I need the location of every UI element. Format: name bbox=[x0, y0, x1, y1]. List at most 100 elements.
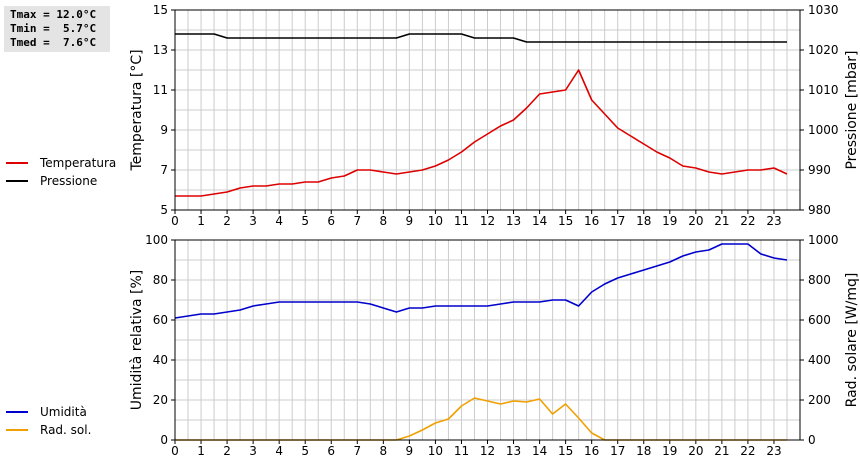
legend-top: Temperatura Pressione bbox=[6, 154, 116, 190]
x-tick-label: 2 bbox=[223, 214, 231, 228]
series-line-temperatura bbox=[175, 69, 788, 197]
x-tick-label: 18 bbox=[636, 444, 651, 458]
x-tick-label: 0 bbox=[171, 444, 179, 458]
y-tick-label: 60 bbox=[153, 313, 168, 327]
x-tick-label: 4 bbox=[275, 444, 283, 458]
legend-swatch-temperature bbox=[6, 162, 28, 164]
x-tick-label: 16 bbox=[584, 214, 599, 228]
y-axis-label: Temperatura [°C] bbox=[129, 49, 145, 171]
y2-tick-label: 800 bbox=[808, 273, 831, 287]
y-tick-label: 20 bbox=[153, 393, 168, 407]
y-tick-label: 9 bbox=[160, 123, 168, 137]
legend-swatch-solar bbox=[6, 429, 28, 431]
plot-frame bbox=[174, 239, 801, 441]
y2-tick-label: 400 bbox=[808, 353, 831, 367]
y-tick-label: 5 bbox=[160, 203, 168, 217]
x-tick-label: 4 bbox=[275, 214, 283, 228]
x-tick-label: 6 bbox=[327, 214, 335, 228]
y-tick-label: 7 bbox=[160, 163, 168, 177]
x-tick-label: 12 bbox=[480, 214, 495, 228]
x-tick-label: 8 bbox=[380, 214, 388, 228]
x-tick-label: 6 bbox=[327, 444, 335, 458]
legend-item-humidity: Umidità bbox=[6, 403, 91, 421]
stats-tmin: Tmin = 5.7°C bbox=[10, 22, 97, 35]
x-tick-label: 5 bbox=[301, 214, 309, 228]
legend-item-solar: Rad. sol. bbox=[6, 421, 91, 439]
x-tick-label: 16 bbox=[584, 444, 599, 458]
x-tick-label: 12 bbox=[480, 444, 495, 458]
y2-tick-label: 1000 bbox=[808, 233, 839, 247]
y-tick-label: 13 bbox=[153, 43, 168, 57]
x-tick-label: 21 bbox=[714, 444, 729, 458]
y-tick-label: 11 bbox=[153, 83, 168, 97]
y2-tick-label: 1030 bbox=[808, 3, 839, 17]
x-tick-label: 1 bbox=[197, 444, 205, 458]
chart-panel-1: 0 1 2 3 4 5 6 7 8 9 10 11 12 13 14 15 16 17 18 19 20 21 22 2357… bbox=[129, 3, 860, 228]
y-axis-label: Umidità relativa [%] bbox=[129, 270, 145, 411]
x-tick-label: 21 bbox=[714, 214, 729, 228]
y2-tick-label: 600 bbox=[808, 313, 831, 327]
x-tick-label: 10 bbox=[428, 214, 443, 228]
legend-bottom: Umidità Rad. sol. bbox=[6, 403, 91, 439]
x-tick-label: 3 bbox=[249, 214, 257, 228]
legend-swatch-humidity bbox=[6, 411, 28, 413]
x-tick-label: 23 bbox=[766, 214, 781, 228]
x-tick-label: 14 bbox=[532, 444, 547, 458]
stats-tmed: Tmed = 7.6°C bbox=[10, 36, 97, 49]
x-tick-label: 22 bbox=[740, 214, 755, 228]
x-tick-label: 17 bbox=[610, 214, 625, 228]
x-tick-label: 11 bbox=[454, 214, 469, 228]
legend-item-temperature: Temperatura bbox=[6, 154, 116, 172]
y-tick-label: 40 bbox=[153, 353, 168, 367]
x-tick-label: 7 bbox=[353, 214, 361, 228]
series-line-rad-sol bbox=[175, 397, 787, 441]
x-tick-label: 13 bbox=[506, 444, 521, 458]
x-tick-label: 20 bbox=[688, 444, 703, 458]
x-tick-label: 5 bbox=[301, 444, 309, 458]
x-tick-label: 3 bbox=[249, 444, 257, 458]
legend-label-temperature: Temperatura bbox=[40, 156, 117, 170]
y-tick-label: 80 bbox=[153, 273, 168, 287]
legend-item-pressure: Pressione bbox=[6, 172, 116, 190]
y-tick-label: 100 bbox=[145, 233, 168, 247]
y2-tick-label: 200 bbox=[808, 393, 831, 407]
x-tick-label: 1 bbox=[197, 214, 205, 228]
y2-tick-label: 0 bbox=[808, 433, 816, 447]
x-tick-label: 10 bbox=[428, 444, 443, 458]
y2-axis-label: Rad. solare [W/mq] bbox=[844, 273, 860, 408]
y2-tick-label: 1010 bbox=[808, 83, 839, 97]
x-tick-label: 18 bbox=[636, 214, 651, 228]
x-tick-label: 8 bbox=[380, 444, 388, 458]
x-tick-label: 19 bbox=[662, 214, 677, 228]
plot-frame bbox=[174, 9, 801, 211]
x-tick-label: 11 bbox=[454, 444, 469, 458]
legend-label-pressure: Pressione bbox=[40, 174, 98, 188]
legend-label-humidity: Umidità bbox=[40, 405, 87, 419]
x-tick-label: 23 bbox=[766, 444, 781, 458]
y2-axis-label: Pressione [mbar] bbox=[844, 50, 860, 169]
chart-panel-2: 0 1 2 3 4 5 6 7 8 9 10 11 12 13 14 15 16 17 18 19 20 21 22 2302… bbox=[129, 233, 860, 458]
y-tick-label: 15 bbox=[153, 3, 168, 17]
x-tick-label: 20 bbox=[688, 214, 703, 228]
x-tick-label: 14 bbox=[532, 214, 547, 228]
x-tick-label: 15 bbox=[558, 214, 573, 228]
y-tick-label: 0 bbox=[160, 433, 168, 447]
y2-tick-label: 1000 bbox=[808, 123, 839, 137]
x-tick-label: 13 bbox=[506, 214, 521, 228]
legend-swatch-pressure bbox=[6, 180, 28, 182]
x-tick-label: 9 bbox=[406, 214, 414, 228]
x-tick-label: 15 bbox=[558, 444, 573, 458]
y2-tick-label: 980 bbox=[808, 203, 831, 217]
x-tick-label: 2 bbox=[223, 444, 231, 458]
legend-label-solar: Rad. sol. bbox=[40, 423, 92, 437]
y2-tick-label: 990 bbox=[808, 163, 831, 177]
x-tick-label: 7 bbox=[353, 444, 361, 458]
stats-box: Tmax = 12.0°C Tmin = 5.7°C Tmed = 7.6°C bbox=[4, 6, 110, 52]
x-tick-label: 17 bbox=[610, 444, 625, 458]
x-tick-label: 19 bbox=[662, 444, 677, 458]
stats-tmax: Tmax = 12.0°C bbox=[10, 8, 97, 21]
x-tick-label: 0 bbox=[171, 214, 179, 228]
series-line-pressione bbox=[175, 33, 787, 43]
series-line-umidit bbox=[174, 243, 788, 319]
